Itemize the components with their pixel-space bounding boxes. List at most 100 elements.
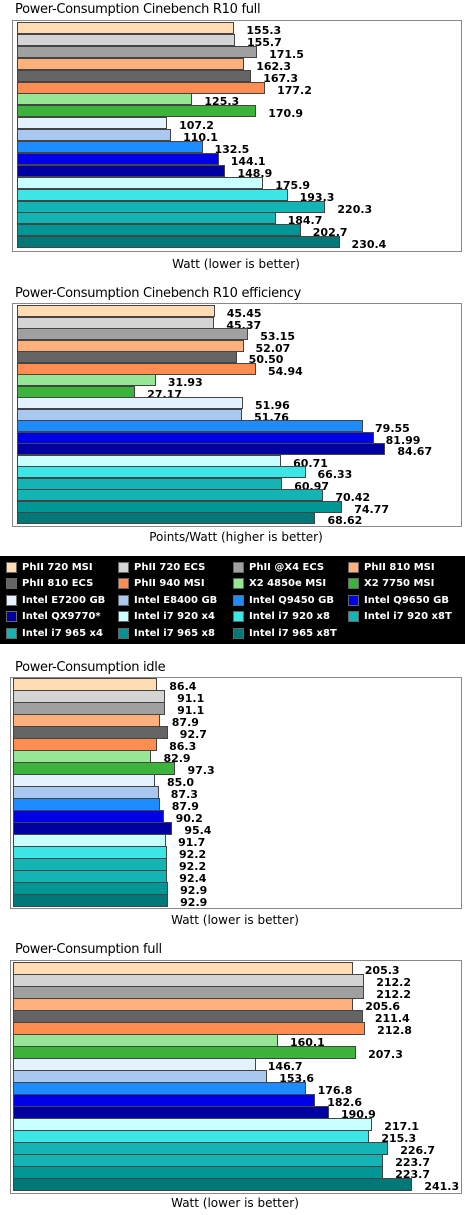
- bar: [17, 212, 276, 225]
- bar: [17, 22, 235, 34]
- data-label: 125.3: [204, 95, 240, 109]
- data-label: 27.17: [147, 387, 182, 401]
- data-label: 86.3: [169, 740, 197, 753]
- legend-label: PhII 720 ECS: [134, 561, 206, 573]
- legend-swatch: [6, 627, 17, 639]
- bar: [17, 141, 203, 153]
- data-label: 223.7: [395, 1168, 431, 1181]
- legend: PhII 720 MSI PhII 720 ECS PhII @X4 ECS PhII…: [0, 556, 465, 644]
- legend-label: X2 4850e MSI: [249, 578, 327, 589]
- data-label: 153.6: [279, 1072, 314, 1085]
- legend-label: Intel i7 920 x8T: [364, 611, 452, 622]
- data-label: 52.07: [255, 341, 291, 355]
- data-label: 79.55: [375, 422, 410, 435]
- bar: [17, 81, 266, 94]
- legend-item: Intel Q9450 GB: [233, 593, 334, 607]
- bar: [17, 339, 244, 352]
- legend-swatch: [6, 611, 17, 622]
- data-label: 230.4: [351, 238, 387, 252]
- legend-swatch: [6, 561, 17, 573]
- data-label: 60.97: [294, 479, 330, 493]
- legend-item: PhII 810 MSI: [348, 560, 435, 574]
- data-label: 223.7: [395, 1156, 431, 1169]
- legend-swatch: [118, 611, 129, 622]
- bar: [17, 316, 215, 329]
- data-label: 171.5: [269, 47, 304, 61]
- legend-label: Intel Q9650 GB: [364, 594, 449, 606]
- legend-label: Intel i7 965 x8: [134, 627, 215, 639]
- legend-swatch: [348, 611, 359, 622]
- legend-swatch: [233, 578, 244, 589]
- bar: [17, 45, 258, 58]
- legend-swatch: [118, 578, 129, 589]
- bar: [17, 164, 226, 177]
- data-label: 92.9: [180, 884, 208, 897]
- legend-item: Intel i7 965 x4: [6, 626, 103, 640]
- data-label: 74.77: [354, 502, 390, 516]
- data-label: 190.9: [340, 1108, 376, 1121]
- data-label: 90.2: [175, 812, 203, 825]
- bar: [13, 1178, 413, 1191]
- data-label: 86.4: [169, 680, 197, 693]
- data-label: 31.93: [167, 376, 203, 389]
- legend-item: PhII @X4 ECS: [233, 560, 324, 574]
- legend-item: Intel i7 920 x8: [233, 610, 330, 624]
- legend-swatch: [348, 594, 359, 606]
- data-label: 110.1: [183, 131, 218, 145]
- data-label: 182.6: [327, 1096, 362, 1109]
- data-label: 92.2: [178, 848, 207, 861]
- bar: [13, 894, 169, 907]
- bar: [17, 33, 235, 46]
- legend-item: X2 7750 MSI: [348, 577, 434, 591]
- data-label: 51.76: [254, 410, 289, 424]
- data-label: 212.2: [376, 976, 411, 989]
- bar: [17, 236, 340, 249]
- legend-item: PhII 810 ECS: [6, 577, 93, 591]
- legend-label: PhII 940 MSI: [134, 578, 205, 589]
- chart-title: Power-Consumption idle: [15, 660, 166, 675]
- legend-label: Intel i7 920 x8: [249, 611, 330, 622]
- legend-swatch: [6, 578, 17, 589]
- bar: [17, 443, 386, 455]
- legend-label: PhII @X4 ECS: [249, 561, 325, 573]
- bar: [17, 477, 283, 490]
- legend-swatch: [6, 594, 17, 606]
- data-label: 202.7: [312, 226, 348, 240]
- data-label: 68.62: [327, 514, 363, 527]
- bar: [17, 489, 324, 501]
- data-label: 95.4: [184, 824, 212, 837]
- legend-item: PhII 720 ECS: [118, 560, 205, 574]
- bar: [17, 408, 243, 421]
- bar: [17, 466, 306, 478]
- data-label: 160.1: [289, 1036, 325, 1049]
- legend-item: Intel i7 920 x8T: [348, 610, 452, 624]
- axis-label: Points/Watt (higher is better): [149, 530, 323, 544]
- data-label: 144.1: [230, 154, 266, 168]
- bar: [17, 351, 237, 363]
- data-label: 155.3: [246, 24, 282, 37]
- data-label: 193.3: [299, 190, 335, 204]
- legend-swatch: [233, 594, 244, 606]
- data-label: 207.3: [368, 1048, 403, 1061]
- legend-item: PhII 940 MSI: [118, 577, 205, 591]
- bar: [17, 93, 193, 106]
- data-label: 84.67: [397, 445, 433, 458]
- data-label: 50.50: [248, 353, 284, 366]
- axis-label: Watt (lower is better): [171, 1196, 299, 1210]
- legend-item: Intel i7 965 x8T: [233, 626, 337, 640]
- legend-swatch: [233, 561, 244, 573]
- data-label: 107.2: [179, 119, 214, 133]
- chart-title: Power-Consumption Cinebench R10 efficien…: [15, 286, 302, 301]
- bar: [17, 362, 256, 375]
- bar: [17, 431, 374, 444]
- data-label: 54.94: [267, 364, 303, 378]
- legend-label: Intel QX9770*: [22, 611, 101, 622]
- legend-label: Intel E7200 GB: [22, 594, 106, 606]
- data-label: 175.9: [275, 178, 311, 192]
- data-label: 53.15: [260, 330, 295, 343]
- legend-swatch: [233, 627, 244, 639]
- data-label: 91.1: [177, 692, 205, 705]
- data-label: 92.2: [178, 860, 207, 873]
- bar: [17, 328, 249, 340]
- data-label: 167.3: [263, 71, 299, 85]
